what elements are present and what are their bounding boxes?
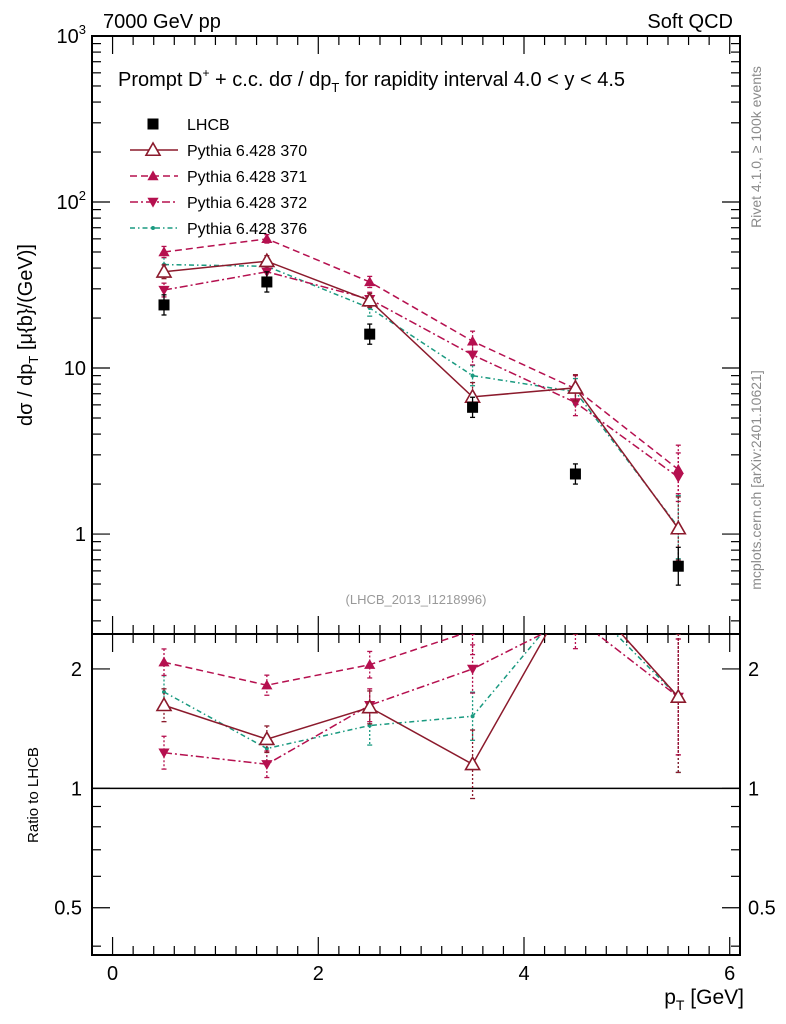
data-point: [158, 246, 170, 257]
legend-marker: [144, 141, 162, 157]
main-plot-series: [155, 233, 687, 586]
main-axis-ticks: 1 10 102 103: [57, 22, 740, 622]
legend-item-p371: Pythia 6.428 371: [130, 169, 307, 186]
x-axis-label: pT [GeV]: [664, 986, 744, 1013]
ratio-line: [163, 634, 679, 766]
ratio-series-p376: [161, 634, 681, 774]
data-point: [258, 252, 276, 268]
ratio-point: [158, 656, 170, 667]
data-point: [470, 373, 475, 378]
data-point: [261, 233, 273, 244]
ratio-point: [367, 723, 372, 728]
legend-item-p370: Pythia 6.428 370: [130, 141, 307, 160]
data-point: [672, 560, 684, 572]
data-point: [466, 350, 479, 361]
y-tick-label: 1: [75, 524, 86, 546]
series-lhcb: [158, 271, 684, 586]
data-point: [158, 285, 170, 296]
data-point: [155, 263, 173, 278]
y-axis-label: dσ / dpT [μ{b}/(GeV)]: [15, 244, 41, 426]
series-p371: [158, 233, 684, 495]
series-line: [163, 271, 679, 478]
x-tick-label: 0: [107, 963, 118, 985]
legend-label: Pythia 6.428 371: [187, 169, 307, 186]
ratio-point: [464, 755, 481, 771]
series-p376: [161, 257, 681, 560]
ratio-point: [466, 664, 479, 675]
ratio-tick-label-right: 2: [748, 659, 759, 681]
x-tick-label: 6: [724, 963, 735, 985]
ratio-tick-label-right: 0.5: [748, 898, 776, 920]
data-point: [467, 401, 479, 413]
data-point: [261, 276, 273, 288]
series-p370: [155, 252, 687, 561]
ratio-series-p370: [155, 634, 687, 800]
data-point: [669, 519, 687, 535]
legend-label: LHCB: [187, 117, 230, 134]
ratio-point: [258, 730, 276, 746]
ratio-point: [470, 714, 475, 719]
ratio-point: [261, 679, 273, 690]
legend-item-lhcb: LHCB: [147, 117, 230, 134]
legend-marker: [151, 226, 155, 230]
ratio-tick-label-right: 1: [748, 778, 759, 800]
collision-label: 7000 GeV pp: [103, 11, 221, 33]
rivet-version-label: Rivet 4.1.0, ≥ 100k events: [748, 66, 764, 228]
data-point: [569, 468, 581, 480]
category-label: Soft QCD: [647, 11, 733, 33]
series-line: [163, 260, 679, 529]
data-point: [466, 335, 479, 346]
ratio-plot-frame: [91, 633, 741, 956]
ratio-plot-series: [155, 634, 687, 800]
chart-title: Prompt D+ + c.c. dσ / dpT for rapidity i…: [118, 66, 625, 95]
data-point: [364, 328, 376, 340]
data-point: [569, 398, 582, 409]
ratio-tick-label-left: 1: [71, 778, 82, 800]
analysis-id: (LHCB_2013_I1218996): [346, 592, 487, 607]
ratio-tick-label-left: 0.5: [54, 898, 82, 920]
ratio-point: [261, 760, 273, 770]
ratio-line: [163, 634, 679, 766]
ratio-point: [158, 748, 170, 759]
ratio-tick-label-left: 2: [71, 659, 82, 681]
legend-item-p372: Pythia 6.428 372: [130, 195, 307, 212]
legend-marker: [147, 170, 159, 181]
legend: LHCB Pythia 6.428 370 Pythia 6.428 371 Pyth…: [130, 117, 307, 238]
y-tick-label: 102: [57, 188, 86, 214]
data-point: [158, 299, 170, 311]
legend-marker: [147, 118, 159, 130]
ratio-point: [364, 659, 376, 669]
series-line: [163, 238, 679, 471]
data-point: [672, 463, 684, 474]
legend-label: Pythia 6.428 376: [187, 221, 307, 238]
x-tick-label: 4: [518, 963, 529, 985]
ratio-point: [669, 688, 687, 703]
x-axis-ticks: 0 2 4 6: [107, 36, 735, 985]
ratio-point: [162, 689, 166, 694]
ratio-line: [163, 634, 679, 750]
data-point: [364, 276, 376, 287]
mcplots-reference-label: mcplots.cern.ch [arXiv:2401.10621]: [748, 370, 764, 589]
ratio-point: [264, 746, 269, 751]
ratio-line: [163, 634, 679, 698]
series-p372: [158, 265, 684, 503]
legend-label: Pythia 6.428 370: [187, 143, 307, 160]
data-point: [567, 379, 584, 394]
legend-item-p376: Pythia 6.428 376: [130, 221, 307, 238]
legend-label: Pythia 6.428 372: [187, 195, 307, 212]
ratio-point: [155, 696, 173, 712]
series-line: [163, 263, 679, 528]
y-tick-label: 103: [57, 22, 86, 48]
ratio-y-axis-label: Ratio to LHCB: [25, 747, 42, 843]
data-point: [361, 291, 379, 307]
y-tick-label: 10: [64, 358, 86, 380]
legend-marker: [147, 197, 159, 208]
ratio-point: [361, 698, 379, 714]
x-tick-label: 2: [313, 963, 324, 985]
